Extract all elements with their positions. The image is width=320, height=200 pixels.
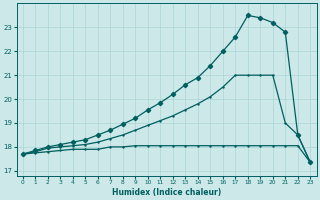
X-axis label: Humidex (Indice chaleur): Humidex (Indice chaleur) (112, 188, 221, 197)
